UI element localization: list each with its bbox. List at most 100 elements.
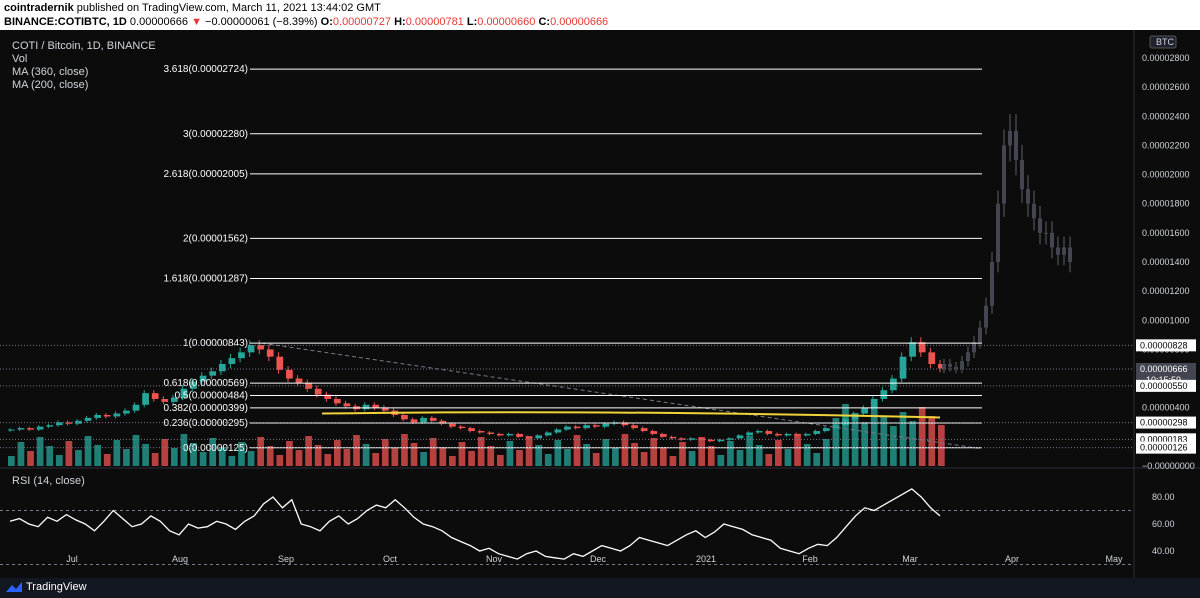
- volume-bar: [295, 450, 303, 466]
- candle-body: [765, 431, 773, 434]
- volume-bar: [429, 438, 437, 466]
- candle-body: [36, 426, 44, 430]
- volume-bar: [794, 435, 801, 466]
- volume-bar: [736, 450, 744, 466]
- candle-body: [410, 419, 418, 423]
- volume-bar: [190, 443, 197, 466]
- volume-bar: [353, 435, 360, 466]
- price-tick-label: 0.00001800: [1142, 199, 1190, 209]
- volume-bar: [420, 452, 427, 466]
- volume-bar: [458, 442, 466, 466]
- volume-bar: [602, 439, 610, 466]
- volume-bar: [755, 445, 763, 466]
- volume-bar: [688, 451, 696, 466]
- candle-body: [592, 425, 600, 427]
- legend-vol: Vol: [12, 53, 28, 65]
- candle-body: [794, 433, 801, 436]
- volume-bar: [813, 453, 821, 466]
- candle-body: [218, 364, 226, 372]
- rsi-line: [9, 488, 941, 560]
- chart-area[interactable]: 0.00002800 0.00002600 0.00002400 0.00002200…: [0, 30, 1200, 580]
- candle-body: [813, 431, 821, 434]
- close-label: C:: [538, 16, 551, 28]
- price-tick-label: 0.00000400: [1142, 403, 1190, 413]
- fib-level-label: 0.382(0.00000399): [163, 403, 248, 414]
- candle-body: [583, 425, 590, 429]
- change-arrow-icon: ▼: [191, 16, 202, 28]
- month-label: May: [1105, 554, 1123, 564]
- volume-bar: [391, 448, 399, 466]
- volume-bar: [506, 441, 514, 466]
- candle-body: [142, 393, 149, 405]
- candle-body: [46, 425, 54, 427]
- legend-ma200: MA (200, close): [12, 79, 89, 91]
- candle-body: [295, 378, 303, 383]
- candle-body: [573, 426, 581, 429]
- candle-body: [832, 425, 840, 429]
- candle-body: [151, 393, 159, 399]
- projection-candle: [1026, 189, 1030, 204]
- volume-bar: [717, 455, 725, 466]
- month-label: Dec: [590, 554, 607, 564]
- candle-body: [94, 415, 101, 418]
- fib-level-label: 0.618(0.00000569): [163, 378, 248, 389]
- fib-level-label: 1(0.00000843): [183, 338, 248, 349]
- candle-body: [170, 397, 178, 402]
- fib-level-label: 3(0.00002280): [183, 129, 248, 140]
- volume-bar: [890, 426, 897, 466]
- volume-bar: [276, 455, 284, 466]
- price-tick-label: 0.00002400: [1142, 111, 1190, 121]
- candle-body: [535, 435, 543, 439]
- legend-rsi: RSI (14, close): [12, 475, 85, 487]
- candle-body: [775, 433, 782, 436]
- candle-body: [554, 429, 562, 433]
- fib-level-label: 0.5(0.00000484): [175, 390, 248, 401]
- projection-candle: [1008, 130, 1012, 146]
- published-text: published on TradingView.com, March 11, …: [73, 2, 381, 14]
- volume-bar: [286, 441, 293, 466]
- price-badge: [1136, 416, 1196, 429]
- rsi-tick-label: 40.00: [1152, 546, 1175, 556]
- price-badge-label: 0.00000550: [1140, 381, 1188, 391]
- footer: TradingView: [0, 578, 1200, 598]
- volume-bar: [909, 421, 916, 466]
- volume-bar: [832, 418, 840, 466]
- volume-bar: [727, 441, 734, 466]
- candle-body: [890, 378, 897, 391]
- month-label: Aug: [172, 554, 188, 564]
- candle-body: [506, 433, 514, 436]
- candle-body: [516, 433, 523, 437]
- volume-bar: [439, 447, 447, 466]
- projection-candle: [1062, 247, 1066, 255]
- candle-body: [314, 388, 322, 395]
- candle-body: [8, 429, 15, 431]
- volume-bar: [84, 436, 92, 466]
- candle-body: [362, 404, 370, 410]
- tradingview-logo[interactable]: TradingView: [6, 581, 87, 593]
- volume-bar: [707, 446, 715, 466]
- volume-bar: [612, 448, 619, 466]
- candle-body: [458, 426, 466, 429]
- chart-svg[interactable]: 0.00002800 0.00002600 0.00002400 0.00002200…: [0, 30, 1200, 580]
- price-tick-label: 0.00002200: [1142, 140, 1190, 150]
- price-tick-label: 0.00001200: [1142, 286, 1190, 296]
- candle-body: [880, 390, 888, 399]
- price-badge: [1136, 379, 1196, 392]
- volume-bar: [938, 425, 945, 466]
- candle-body: [564, 426, 571, 430]
- candle-body: [305, 382, 312, 389]
- volume-bar: [487, 446, 495, 466]
- volume-bar: [381, 439, 389, 466]
- volume-bar: [123, 449, 130, 466]
- candle-body: [650, 431, 658, 434]
- volume-bar: [55, 455, 63, 466]
- volume-bar: [209, 438, 217, 466]
- price-badge: [1136, 339, 1196, 352]
- volume-bar: [113, 440, 121, 466]
- author-name[interactable]: cointradernik: [4, 2, 74, 14]
- candle-body: [343, 403, 351, 407]
- volume-bar: [314, 445, 322, 466]
- volume-bar: [103, 454, 111, 466]
- legend-title: COTI / Bitcoin, 1D, BINANCE: [12, 40, 156, 52]
- volume-bar: [525, 436, 533, 466]
